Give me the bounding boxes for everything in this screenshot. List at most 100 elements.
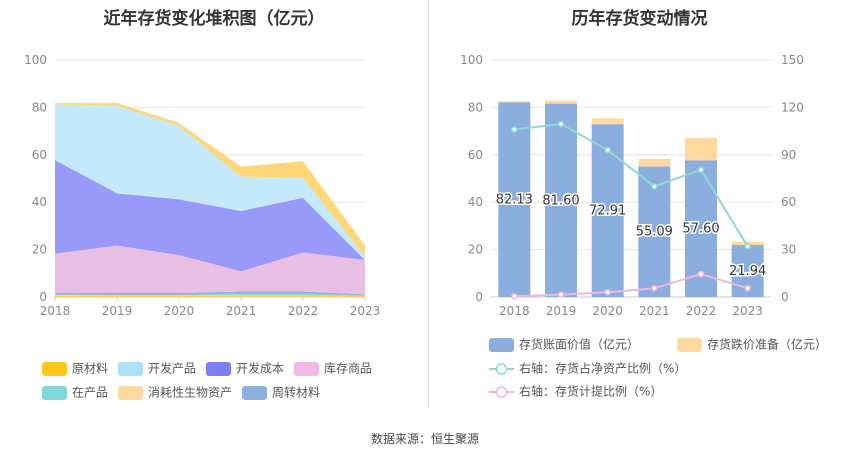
area-series xyxy=(55,104,365,261)
legend-swatch xyxy=(294,361,319,376)
legend-swatch xyxy=(489,337,514,352)
area-series xyxy=(55,245,365,295)
line-point xyxy=(557,120,565,128)
y-tick-label: 60 xyxy=(32,148,47,162)
y-tick-label: 80 xyxy=(32,100,47,114)
bar-impairment xyxy=(638,158,671,167)
y-tick-label: 0 xyxy=(39,290,47,304)
legend-item[interactable]: 存货跌价准备（亿元） xyxy=(677,336,827,352)
x-tick-label: 2018 xyxy=(40,304,71,318)
y-tick-label: 20 xyxy=(468,243,483,257)
legend-item[interactable]: 在产品 xyxy=(42,384,108,400)
legend-label: 右轴：存货计提比例（%） xyxy=(519,384,663,399)
area-series xyxy=(55,291,365,296)
x-tick-label: 2021 xyxy=(639,304,670,318)
panel-divider xyxy=(428,0,429,408)
legend-swatch xyxy=(242,385,267,400)
bar-data-label: 21.94 xyxy=(729,264,766,279)
line-point xyxy=(557,291,565,298)
legend-swatch xyxy=(42,361,67,376)
area-series xyxy=(55,160,365,272)
legend-item[interactable]: 开发成本 xyxy=(206,360,284,376)
legend-swatch xyxy=(206,361,231,376)
bar-data-label: 81.60 xyxy=(542,193,579,208)
x-tick-label: 2022 xyxy=(288,304,319,318)
line-series xyxy=(514,122,749,247)
legend-label: 消耗性生物资产 xyxy=(148,385,233,400)
legend-swatch xyxy=(677,337,702,352)
legend-item[interactable]: 周转材料 xyxy=(242,384,320,400)
line-point xyxy=(744,243,751,250)
y-tick-label: 80 xyxy=(468,100,483,114)
y2-tick-label: 60 xyxy=(781,195,796,209)
x-tick-label: 2021 xyxy=(226,304,257,318)
bar-impairment xyxy=(591,118,624,125)
x-tick-label: 2019 xyxy=(546,304,577,318)
y2-tick-label: 120 xyxy=(781,100,804,114)
bar-impairment xyxy=(498,101,531,103)
x-tick-label: 2023 xyxy=(350,304,381,318)
legend-label: 右轴：存货占净资产比例（%） xyxy=(519,361,687,376)
legend-label: 周转材料 xyxy=(272,385,321,400)
y2-tick-label: 30 xyxy=(781,243,796,257)
data-source-note: 数据来源：恒生聚源 xyxy=(370,432,479,446)
area-series xyxy=(55,296,365,297)
legend-line-swatch xyxy=(489,385,514,398)
bar-data-label: 82.13 xyxy=(496,193,533,208)
line-point xyxy=(604,146,611,154)
legend-label: 开发产品 xyxy=(148,361,197,376)
legend-swatch xyxy=(118,385,143,400)
area-chart-panel: 近年存货变化堆积图（亿元） 0 20 40 60 80 100 2018 2019 2020 20… xyxy=(0,0,428,410)
y2-tick-label: 90 xyxy=(781,148,796,162)
bar-chart-panel: 历年存货变动情况 0 20 40 60 80 100 0 30 60 90 120 150 82.13 8… xyxy=(429,0,850,410)
legend-label: 在产品 xyxy=(72,385,109,400)
bar-data-label: 55.09 xyxy=(636,225,673,240)
legend-label: 原材料 xyxy=(72,361,109,376)
legend-line-swatch xyxy=(489,362,514,375)
legend-item[interactable]: 右轴：存货占净资产比例（%） xyxy=(489,360,686,376)
x-tick-label: 2023 xyxy=(732,304,763,318)
legend-label: 库存商品 xyxy=(324,361,373,376)
line-point xyxy=(697,270,705,278)
area-chart-plot: 0 20 40 60 80 100 2018 2019 2020 2021 2022 2023 xyxy=(24,53,381,318)
x-tick-label: 2020 xyxy=(164,304,195,318)
area-series xyxy=(55,295,365,297)
bar-chart-title: 历年存货变动情况 xyxy=(571,9,708,29)
line-series xyxy=(514,273,748,298)
bar-impairment xyxy=(685,137,717,161)
legend-label: 开发成本 xyxy=(236,361,285,376)
legend-label: 存货账面价值（亿元） xyxy=(519,337,640,352)
area-chart-title: 近年存货变化堆积图（亿元） xyxy=(103,9,325,29)
x-tick-label: 2020 xyxy=(592,304,623,318)
legend-item[interactable]: 消耗性生物资产 xyxy=(118,384,232,400)
y-tick-label: 100 xyxy=(460,53,483,67)
legend-item[interactable]: 原材料 xyxy=(42,360,108,376)
line-point xyxy=(744,285,751,292)
bar-data-label: 72.91 xyxy=(589,204,626,219)
bar-inventory xyxy=(498,102,531,297)
bar-impairment xyxy=(545,100,577,104)
legend-item[interactable]: 右轴：存货计提比例（%） xyxy=(489,383,662,399)
line-point xyxy=(511,126,518,133)
bar-chart-legend: 存货账面价值（亿元） 存货跌价准备（亿元） 右轴：存货占净资产比例（%） 右轴：存货计… xyxy=(429,0,850,410)
y-tick-label: 20 xyxy=(32,243,47,257)
bar-data-label: 57.60 xyxy=(682,222,719,237)
x-tick-label: 2018 xyxy=(499,304,530,318)
area-series xyxy=(55,293,365,296)
line-point xyxy=(651,285,658,292)
y-tick-label: 60 xyxy=(468,148,483,162)
y2-tick-label: 150 xyxy=(781,53,804,67)
legend-item[interactable]: 存货账面价值（亿元） xyxy=(489,336,639,352)
x-tick-label: 2022 xyxy=(686,304,717,318)
y-tick-label: 0 xyxy=(475,290,483,304)
line-point xyxy=(651,183,658,190)
y-tick-label: 100 xyxy=(24,53,47,67)
x-tick-label: 2019 xyxy=(102,304,133,318)
y-tick-label: 40 xyxy=(468,195,483,209)
legend-label: 存货跌价准备（亿元） xyxy=(707,337,828,352)
legend-item[interactable]: 库存商品 xyxy=(294,360,372,376)
line-point xyxy=(697,166,705,174)
legend-item[interactable]: 开发产品 xyxy=(118,360,196,376)
legend-swatch xyxy=(42,385,67,400)
bar-chart-plot: 0 20 40 60 80 100 0 30 60 90 120 150 82.13 81.60 72.91… xyxy=(460,53,804,318)
